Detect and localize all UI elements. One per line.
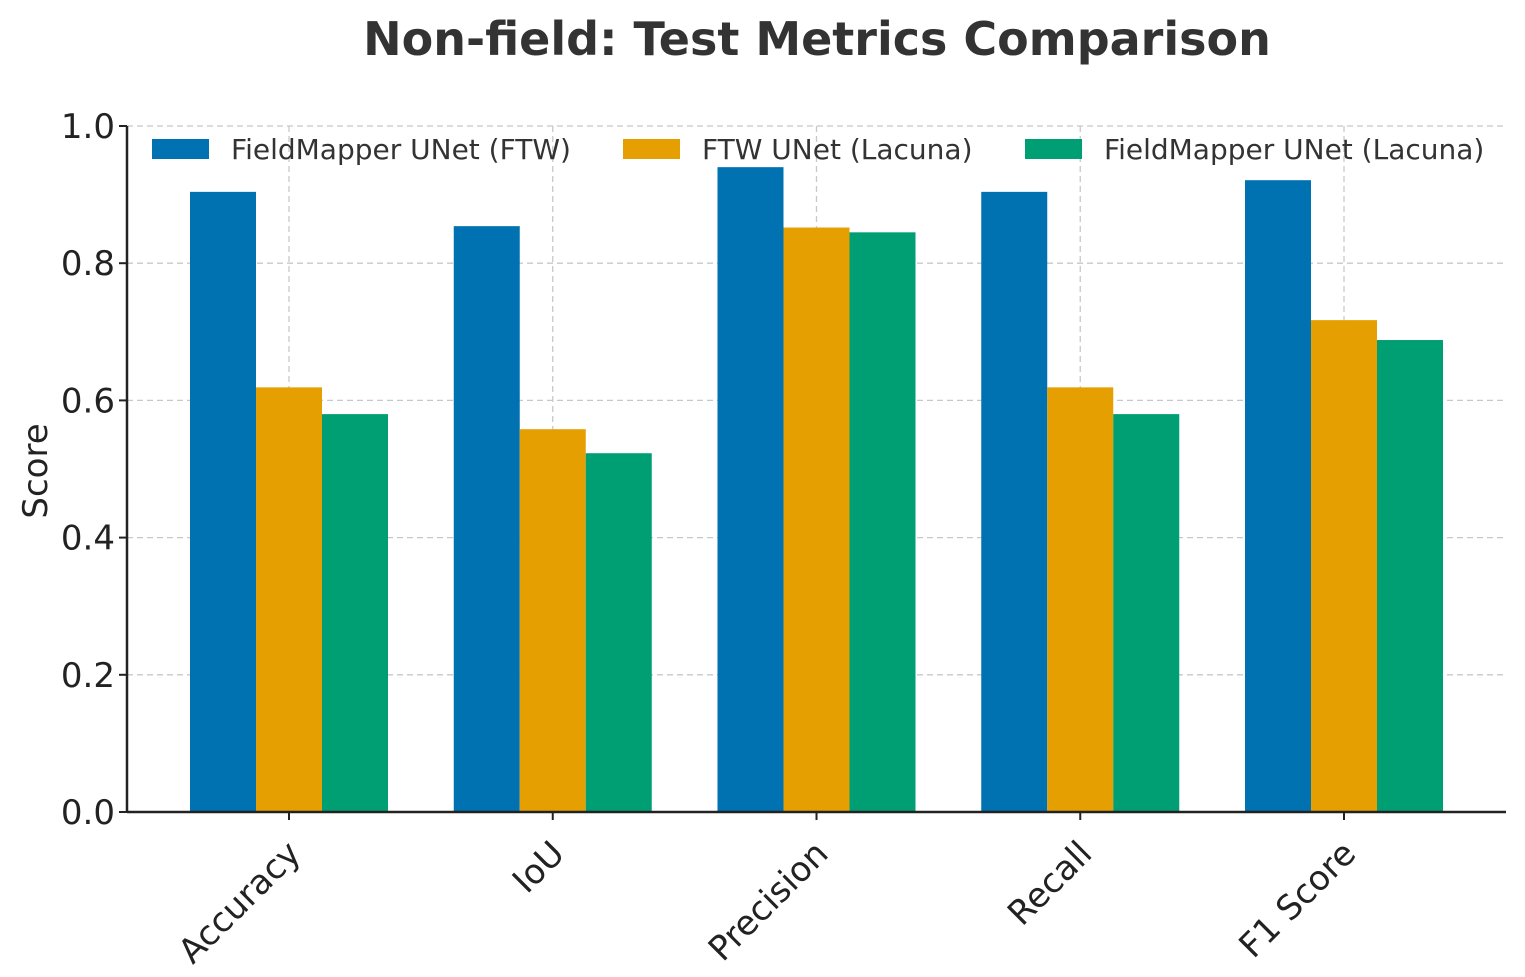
bar-2-precision xyxy=(783,227,850,812)
legend-label: FTW UNet (Lacuna) xyxy=(702,133,973,166)
bar-1-accuracy xyxy=(190,191,256,812)
bars xyxy=(190,167,1443,813)
legend-label: FieldMapper UNet (Lacuna) xyxy=(1104,133,1484,166)
bar-3-recall xyxy=(1113,414,1180,812)
legend: FieldMapper UNet (FTW) FTW UNet (Lacuna) F… xyxy=(152,133,1484,166)
y-tick-label: 0.0 xyxy=(61,793,115,833)
bar-2-recall xyxy=(1047,387,1114,812)
bar-2-f1-score xyxy=(1311,320,1377,812)
axes xyxy=(119,125,1506,820)
bar-3-precision xyxy=(849,232,916,812)
y-axis-label: Score xyxy=(16,423,56,518)
bar-1-recall xyxy=(981,191,1048,812)
legend-swatch xyxy=(152,139,209,159)
y-tick-label: 0.2 xyxy=(61,656,115,696)
chart-title: Non-field: Test Metrics Comparison xyxy=(363,12,1271,66)
legend-swatch xyxy=(623,139,680,159)
bar-1-precision xyxy=(717,167,784,812)
y-tick-label: 0.6 xyxy=(61,381,115,421)
bar-1-iou xyxy=(453,226,520,812)
x-tick-label: IoU xyxy=(505,834,573,902)
x-tick-labels: Accuracy IoU Precision Recall F1 Score xyxy=(171,834,1364,972)
y-tick-labels: 0.0 0.2 0.4 0.6 0.8 1.0 xyxy=(61,107,115,833)
y-tick-label: 0.4 xyxy=(61,519,115,559)
x-tick-label: F1 Score xyxy=(1232,834,1364,966)
bar-3-f1-score xyxy=(1377,340,1443,812)
y-tick-label: 1.0 xyxy=(61,107,115,147)
bar-2-iou xyxy=(519,429,586,812)
bar-1-f1-score xyxy=(1245,180,1311,813)
y-tick-label: 0.8 xyxy=(61,244,115,284)
bar-3-iou xyxy=(585,453,652,812)
x-tick-label: Precision xyxy=(701,834,837,970)
x-tick-label: Accuracy xyxy=(171,834,309,972)
legend-label: FieldMapper UNet (FTW) xyxy=(231,133,571,166)
legend-swatch xyxy=(1025,139,1082,159)
x-tick-label: Recall xyxy=(1000,834,1100,934)
bar-3-accuracy xyxy=(322,414,388,812)
bar-2-accuracy xyxy=(256,387,322,812)
